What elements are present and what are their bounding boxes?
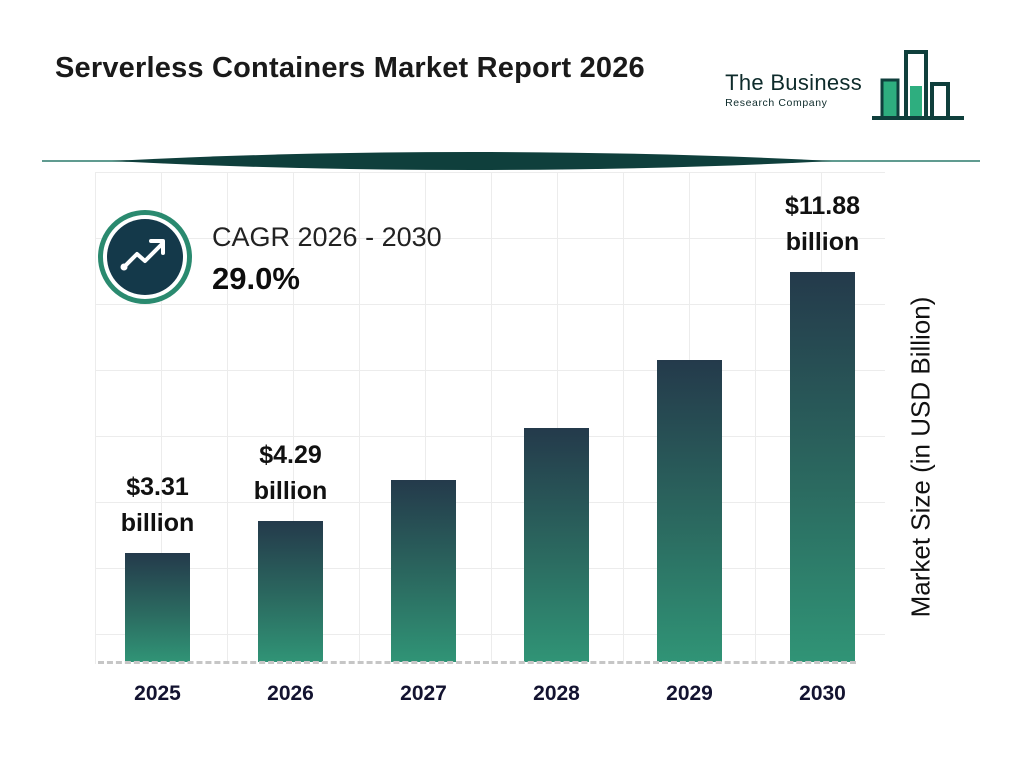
logo-subname: Research Company [725,97,828,109]
cagr-value: 29.0% [212,261,300,296]
y-axis-label: Market Size (in USD Billion) [905,296,936,618]
bar-value-label-2030: $11.88 billion [784,191,861,256]
bar-chart-logo-icon [870,48,966,131]
trend-up-arrow-icon [118,233,172,282]
company-logo: The Business Research Company [725,48,966,131]
bar-2028 [524,428,589,662]
chart-gridlines [95,172,885,664]
bar-2027 [391,480,456,662]
company-logo-text: The Business Research Company [725,70,862,109]
cagr-badge [98,210,192,304]
x-axis-label-2026: 2026 [267,682,314,705]
x-axis-label-2027: 2027 [400,682,447,705]
x-axis-label-2025: 2025 [134,682,181,705]
bar-2029 [657,360,722,662]
cagr-annotation: CAGR 2026 - 2030 29.0% [212,222,442,297]
cagr-label: CAGR 2026 - 2030 [212,222,442,252]
header-divider [42,152,980,175]
cagr-badge-circle [107,219,183,295]
bar-2026 [258,521,323,662]
bar-2030 [790,272,855,662]
bar-column-2025: $3.31 billion [121,180,194,662]
x-axis-baseline [98,661,856,664]
page-title: Serverless Containers Market Report 2026 [55,52,645,84]
bar-chart: $3.31 billion $4.29 billion $11.88 billion [121,180,860,662]
bar-column-2026: $4.29 billion [254,180,327,662]
x-axis-label-2030: 2030 [799,682,846,705]
bar-column-2027 [391,180,456,662]
bar-value-label-2026: $4.29 billion [253,440,328,505]
x-axis-label-2029: 2029 [666,682,713,705]
bar-value-label-2025: $3.31 billion [120,472,195,537]
bar-2025 [125,553,190,662]
logo-name: The Business [725,70,862,95]
bar-column-2029 [657,180,722,662]
bar-column-2028 [524,180,589,662]
x-axis-label-2028: 2028 [533,682,580,705]
bar-column-2030: $11.88 billion [785,180,860,662]
x-axis-labels: 2025 2026 2027 2028 2029 2030 [125,682,855,706]
